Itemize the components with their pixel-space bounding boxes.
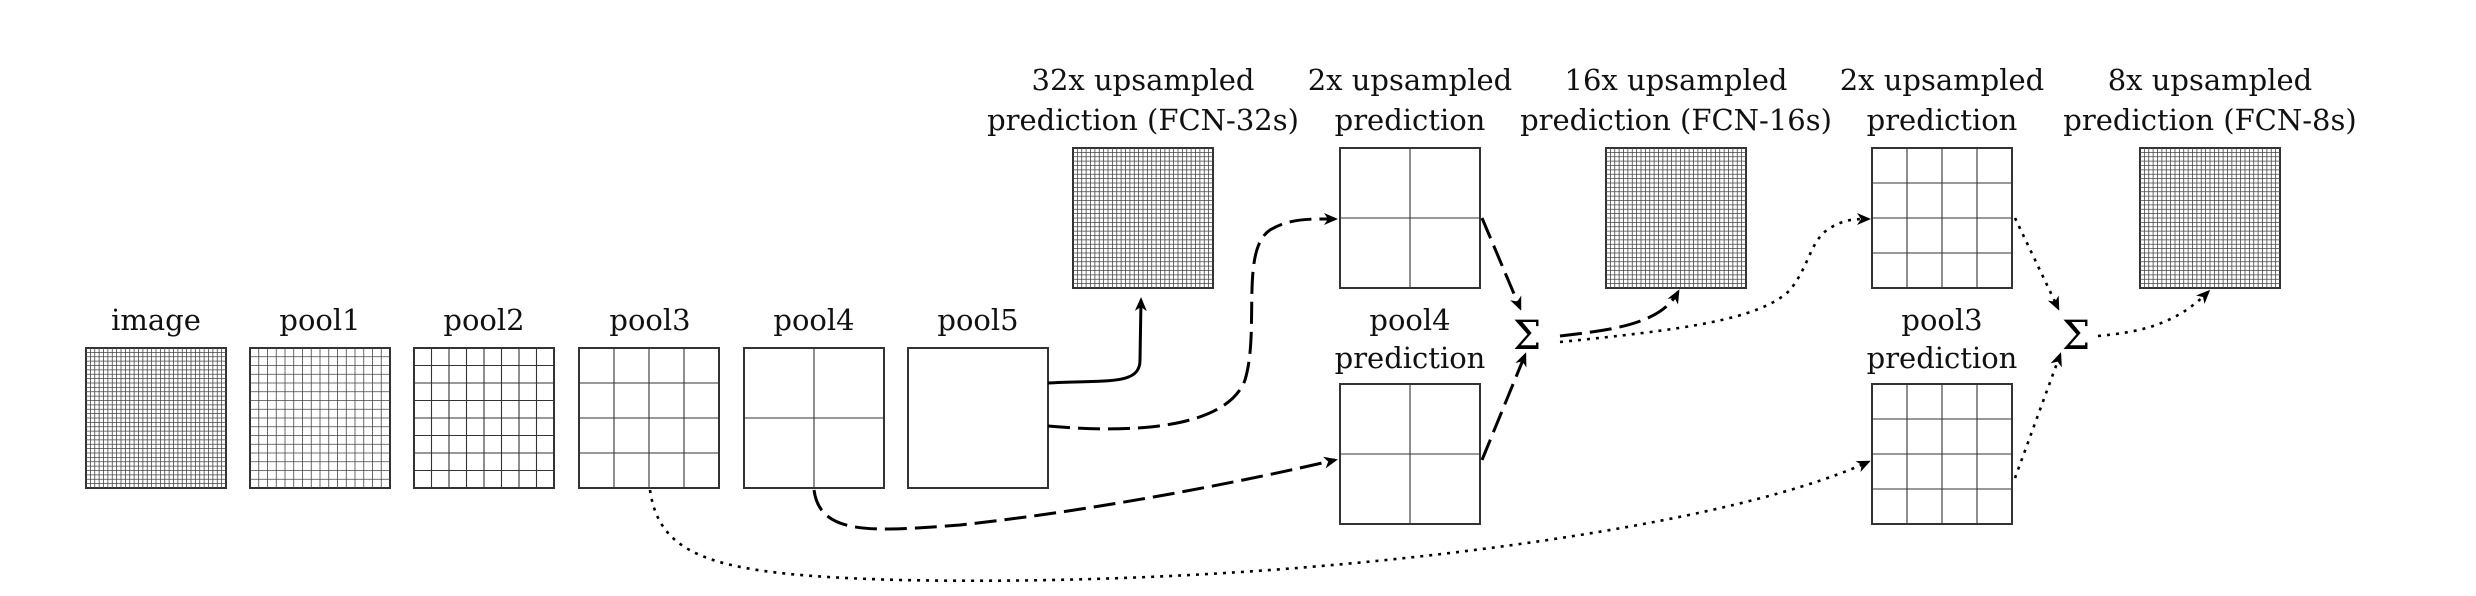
up2a-grid bbox=[1339, 147, 1481, 289]
fcn16-output-grid bbox=[1605, 147, 1747, 289]
arrow-pool4pred-to-sum1 bbox=[1480, 352, 1527, 461]
fcn8-label-line1: 8x upsampled bbox=[2108, 63, 2313, 97]
image-label: image bbox=[111, 303, 201, 337]
up2b-grid bbox=[1871, 147, 2013, 289]
fcn8-output-grid bbox=[2139, 147, 2281, 289]
arrow-pool5-to-up2a bbox=[1047, 212, 1338, 431]
pool1-grid bbox=[249, 347, 391, 489]
pool3-grid bbox=[578, 347, 720, 489]
fcn32-label-line1: 32x upsampled bbox=[1032, 63, 1255, 97]
arrow-pool3pred-to-sum2 bbox=[2013, 352, 2062, 479]
pool2-label: pool2 bbox=[443, 303, 524, 337]
arrow-pool4-to-pool4pred bbox=[812, 456, 1338, 531]
sum-symbol-2: Σ bbox=[2062, 313, 2090, 359]
pool5-grid bbox=[907, 347, 1049, 489]
pool4-label: pool4 bbox=[773, 303, 854, 337]
pool4-grid bbox=[743, 347, 885, 489]
pool5-label: pool5 bbox=[937, 303, 1018, 337]
sum-symbol-1: Σ bbox=[1513, 313, 1541, 359]
pool4pred-label-line1: pool4 bbox=[1369, 303, 1450, 337]
arrow-pool5-to-fcn32 bbox=[1047, 297, 1147, 385]
fcn32-label-line2: prediction (FCN-32s) bbox=[987, 103, 1299, 137]
arrow-sum1-to-fcn16 bbox=[1559, 289, 1680, 338]
up2b-label-line1: 2x upsampled bbox=[1840, 63, 2045, 97]
pool2-grid bbox=[413, 347, 555, 489]
fcn16-label-line1: 16x upsampled bbox=[1565, 63, 1788, 97]
pool3pred-grid bbox=[1871, 383, 2013, 525]
fcn8-label-line2: prediction (FCN-8s) bbox=[2063, 103, 2356, 137]
fcn16-label-line2: prediction (FCN-16s) bbox=[1520, 103, 1832, 137]
pool3pred-label-line1: pool3 bbox=[1901, 303, 1982, 337]
pool4pred-grid bbox=[1339, 383, 1481, 525]
arrow-pool3-to-pool3pred bbox=[648, 460, 1871, 583]
fcn32-output-grid bbox=[1072, 147, 1214, 289]
arrow-sum2-to-fcn8 bbox=[2097, 289, 2211, 338]
pool3pred-label-line2: prediction bbox=[1867, 341, 2018, 375]
up2a-label-line2: prediction bbox=[1335, 103, 1486, 137]
pool1-label: pool1 bbox=[279, 303, 360, 337]
up2b-label-line2: prediction bbox=[1867, 103, 2018, 137]
arrow-up2a-to-sum1 bbox=[1480, 217, 1522, 311]
up2a-label-line1: 2x upsampled bbox=[1308, 63, 1513, 97]
grid-frame bbox=[907, 347, 1049, 489]
arrow-up2b-to-sum2 bbox=[2013, 217, 2060, 311]
image-grid bbox=[85, 347, 227, 489]
pool3-label: pool3 bbox=[609, 303, 690, 337]
arrow-sum1-to-up2b bbox=[1559, 213, 1871, 344]
pool4pred-label-line2: prediction bbox=[1335, 341, 1486, 375]
